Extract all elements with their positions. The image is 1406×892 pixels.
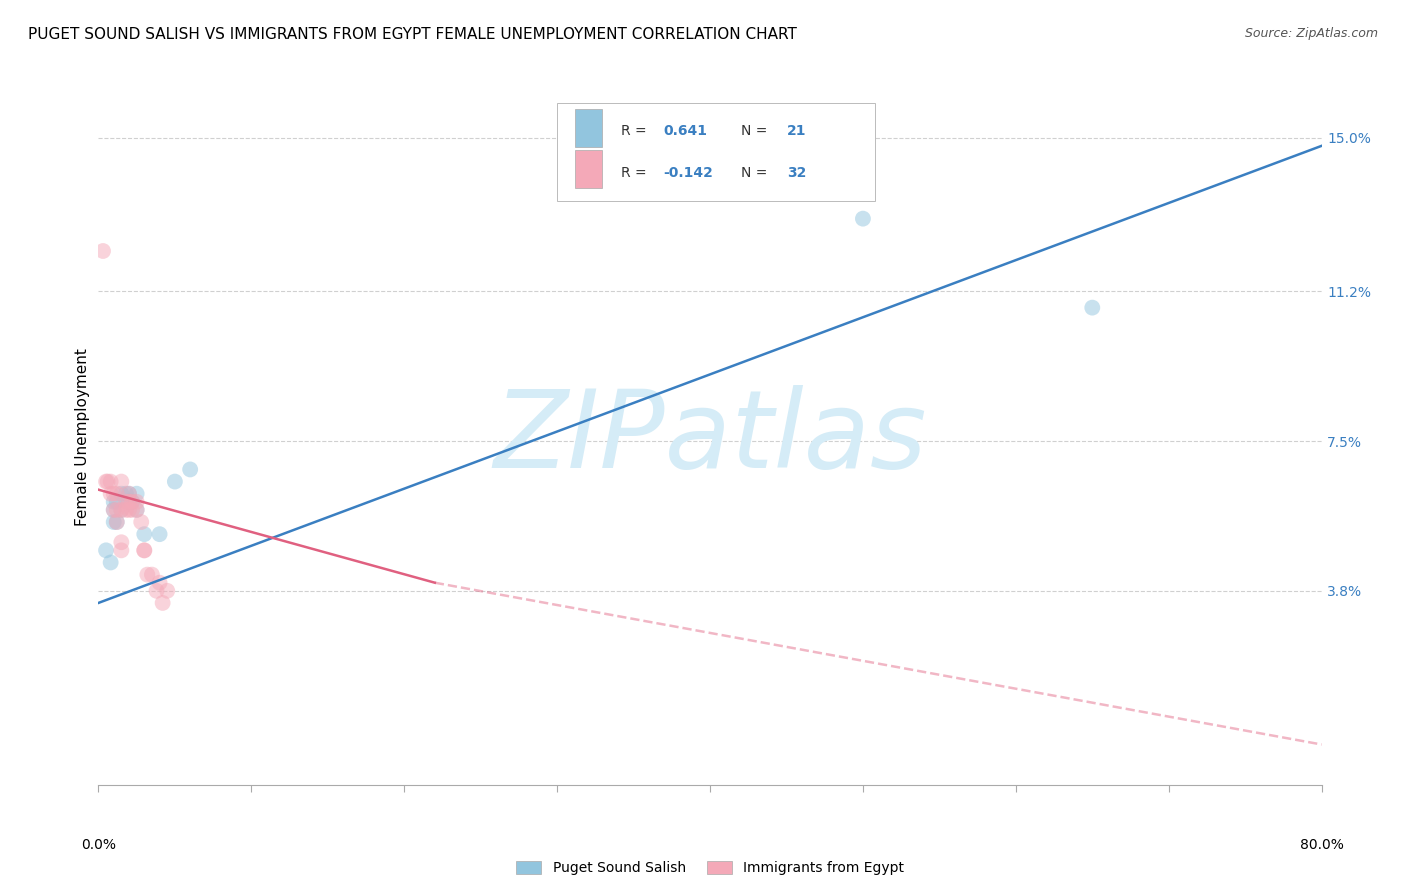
Bar — [575, 109, 602, 147]
Point — [118, 486, 141, 500]
Point — [129, 515, 152, 529]
Text: 80.0%: 80.0% — [1299, 838, 1344, 853]
Text: 0.0%: 0.0% — [82, 838, 115, 853]
Point — [115, 486, 138, 500]
Text: 32: 32 — [787, 166, 807, 179]
Point — [97, 475, 120, 489]
Point — [105, 515, 128, 529]
Point — [121, 495, 143, 509]
Point — [152, 596, 174, 610]
Point — [125, 486, 148, 500]
Point — [134, 543, 156, 558]
Point — [852, 211, 875, 226]
Point — [115, 503, 138, 517]
Point — [94, 543, 117, 558]
Point — [103, 486, 125, 500]
Point — [103, 503, 125, 517]
Point — [121, 495, 143, 509]
Point — [118, 495, 141, 509]
Bar — [575, 150, 602, 188]
Point — [125, 503, 148, 517]
Point — [110, 535, 132, 549]
Text: 21: 21 — [787, 124, 807, 138]
Point — [118, 486, 141, 500]
Point — [118, 503, 141, 517]
Point — [125, 503, 148, 517]
Point — [103, 515, 125, 529]
Text: N =: N = — [741, 124, 772, 138]
Point — [105, 503, 128, 517]
Text: 0.641: 0.641 — [664, 124, 707, 138]
Point — [110, 503, 132, 517]
Legend: Puget Sound Salish, Immigrants from Egypt: Puget Sound Salish, Immigrants from Egyp… — [516, 862, 904, 875]
Text: N =: N = — [741, 166, 772, 179]
Point — [136, 567, 159, 582]
Point — [121, 503, 143, 517]
Point — [94, 475, 117, 489]
Point — [105, 515, 128, 529]
Point — [134, 543, 156, 558]
Point — [110, 486, 132, 500]
Point — [179, 462, 201, 476]
Point — [103, 503, 125, 517]
Text: R =: R = — [620, 166, 651, 179]
Text: -0.142: -0.142 — [664, 166, 713, 179]
Point — [145, 583, 167, 598]
Point — [100, 556, 122, 570]
Point — [163, 475, 186, 489]
Point — [134, 527, 156, 541]
Y-axis label: Female Unemployment: Female Unemployment — [75, 348, 90, 526]
Point — [1081, 301, 1104, 315]
Point — [91, 244, 114, 258]
Point — [105, 495, 128, 509]
Point — [125, 495, 148, 509]
FancyBboxPatch shape — [557, 103, 875, 201]
Point — [100, 486, 122, 500]
Point — [149, 527, 172, 541]
Text: Source: ZipAtlas.com: Source: ZipAtlas.com — [1244, 27, 1378, 40]
Point — [141, 567, 163, 582]
Text: PUGET SOUND SALISH VS IMMIGRANTS FROM EGYPT FEMALE UNEMPLOYMENT CORRELATION CHAR: PUGET SOUND SALISH VS IMMIGRANTS FROM EG… — [28, 27, 797, 42]
Text: R =: R = — [620, 124, 651, 138]
Point — [118, 495, 141, 509]
Text: ZIPatlas: ZIPatlas — [494, 384, 927, 490]
Point — [103, 495, 125, 509]
Point — [105, 486, 128, 500]
Point — [110, 543, 132, 558]
Point — [115, 495, 138, 509]
Point — [110, 503, 132, 517]
Point — [156, 583, 179, 598]
Point — [100, 475, 122, 489]
Point — [110, 475, 132, 489]
Point — [149, 575, 172, 590]
